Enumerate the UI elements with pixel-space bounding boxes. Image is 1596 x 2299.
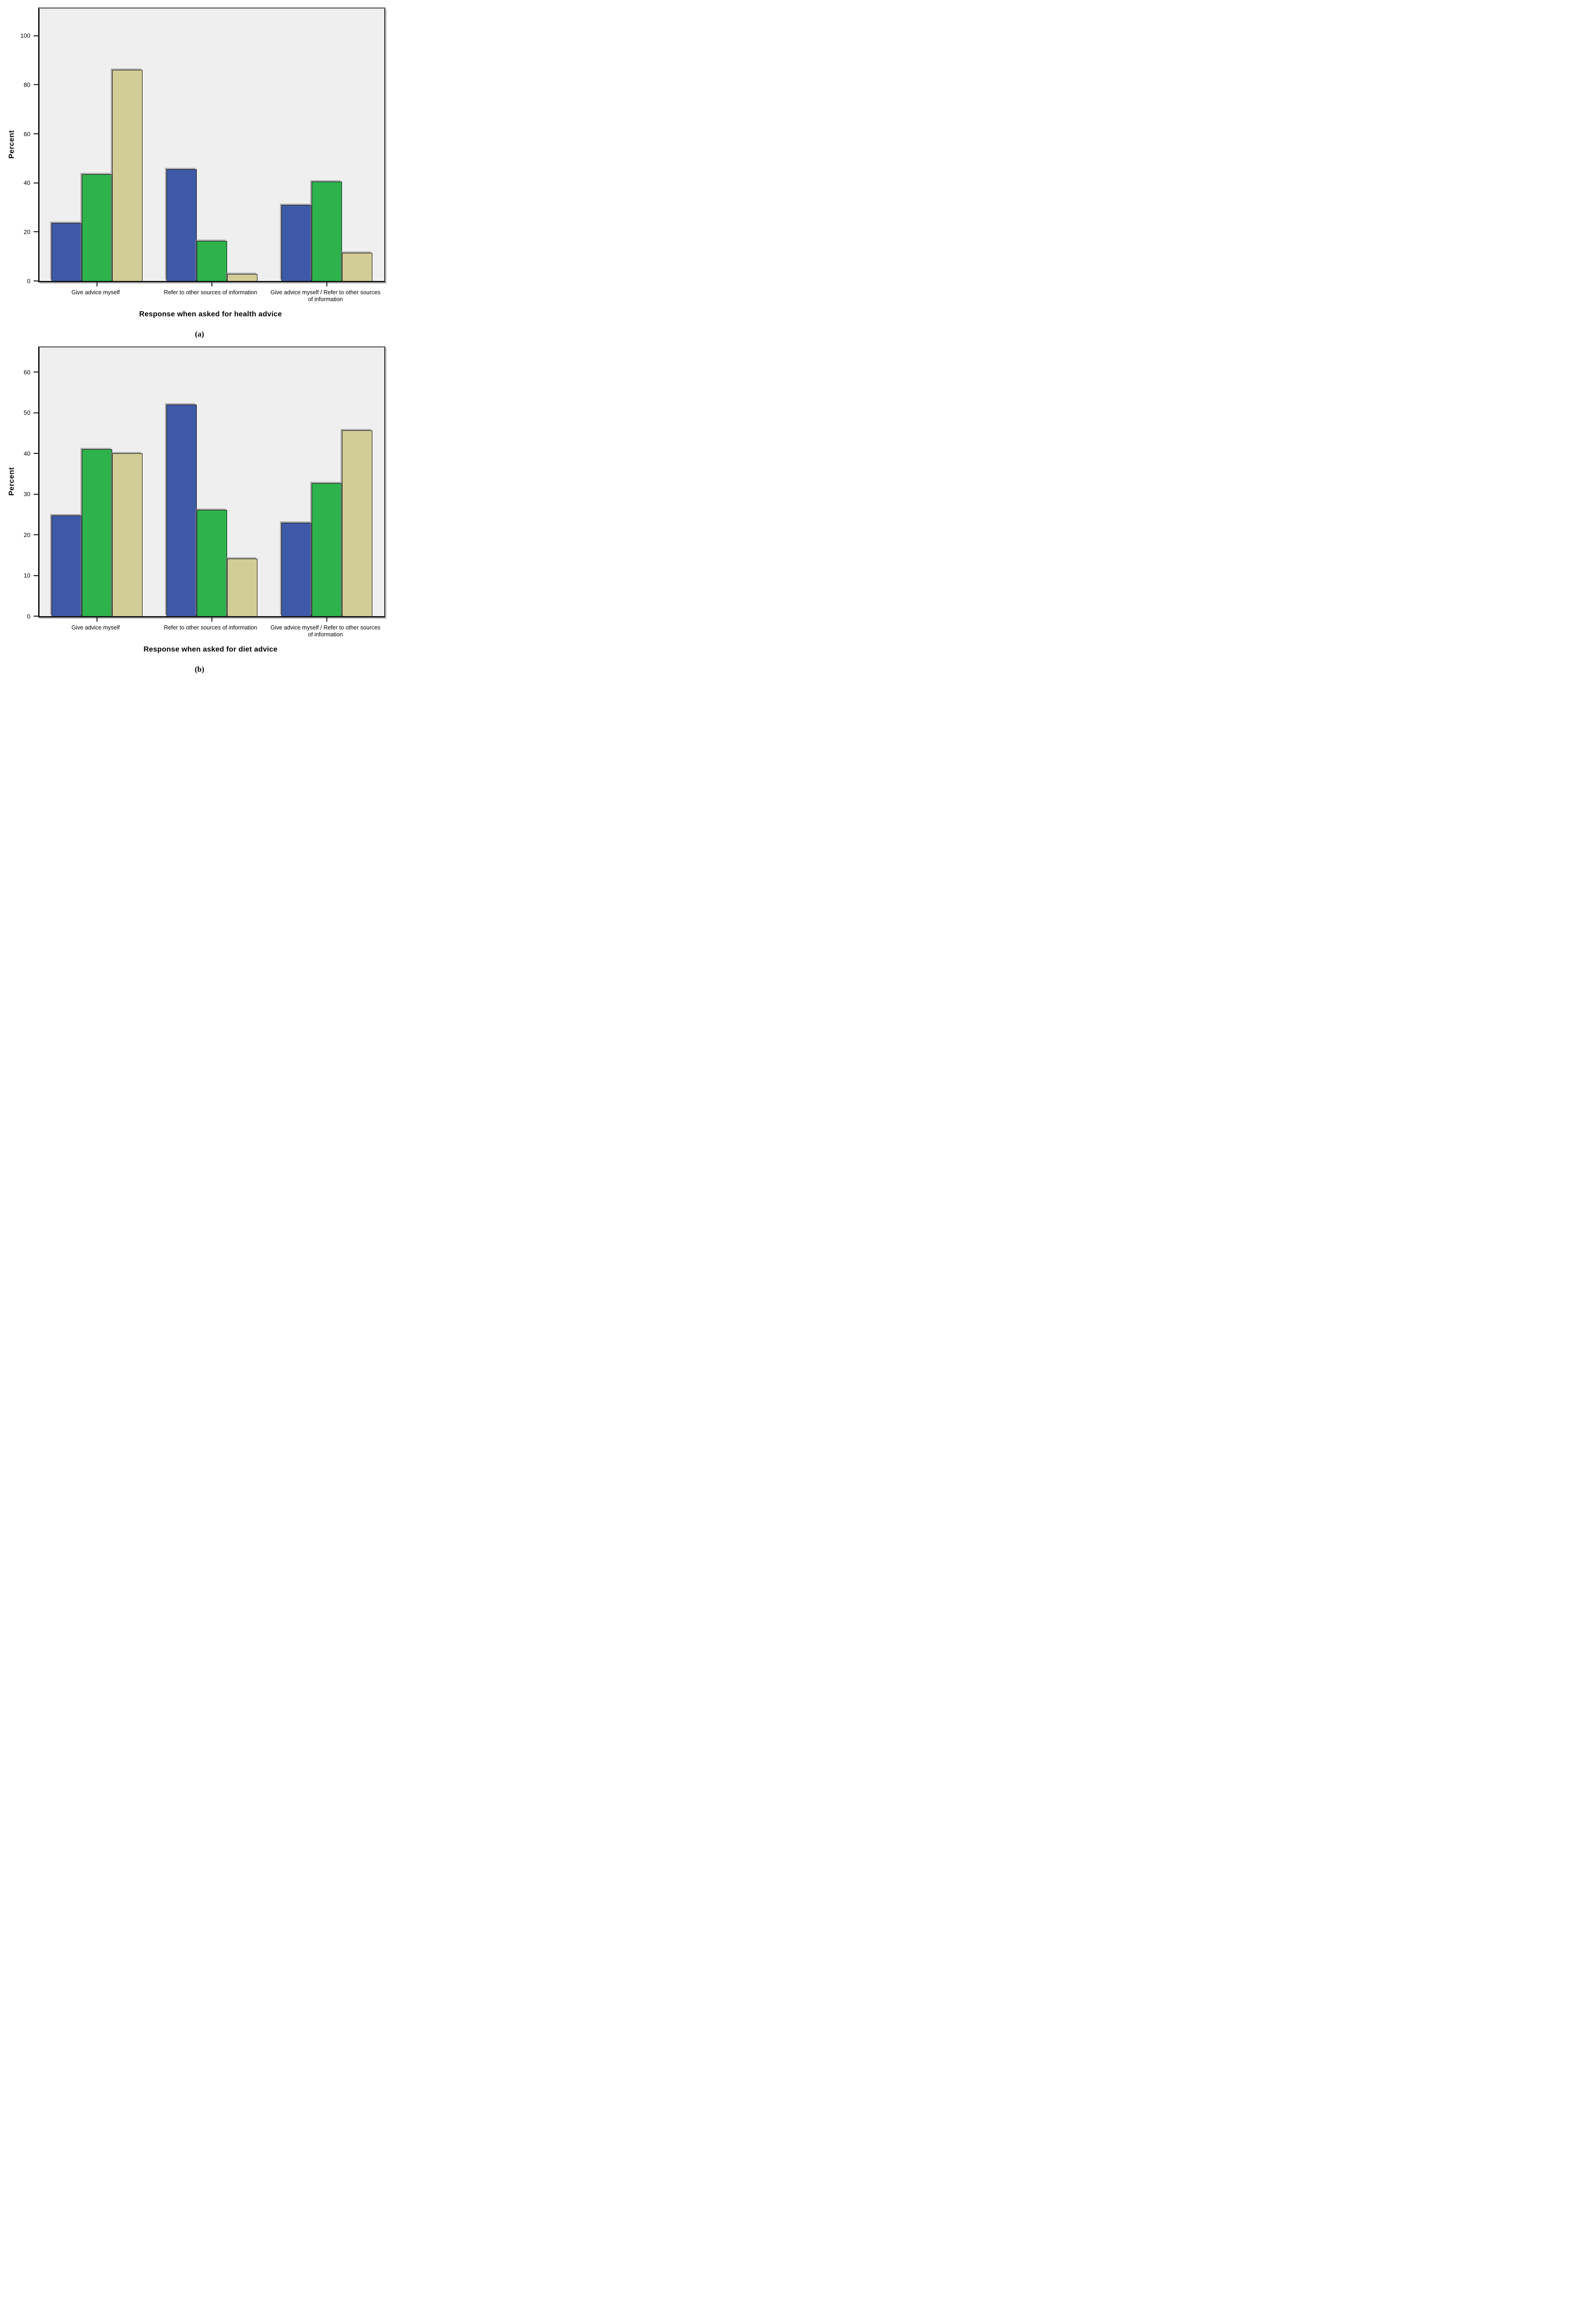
category-label: Refer to other sources of information (164, 624, 257, 631)
y-tick (34, 453, 38, 454)
category-tick (211, 282, 212, 286)
chart-b-plot-wrap: Percent 0 10 20 30 40 50 60 Give advice myself… (8, 346, 385, 654)
category-label: Give advice myself (71, 624, 120, 631)
category-tick (326, 618, 327, 622)
figure-page: Percent 0 20 40 60 80 100 Give advice myself R… (0, 0, 399, 674)
plot-area-a: 0 20 40 60 80 100 (20, 7, 385, 286)
caption-b: (b) (194, 665, 205, 674)
bar-a-blue-cat3 (281, 205, 312, 281)
bar-a-blue-cat2 (166, 169, 197, 281)
y-tick-label: 30 (23, 491, 30, 498)
y-tick (34, 493, 38, 495)
category-tick (326, 282, 327, 286)
bar-a-tan-cat1 (112, 70, 142, 281)
bar-a-green-cat2 (197, 241, 227, 281)
y-tick-label: 0 (27, 277, 30, 285)
category-tick (211, 618, 212, 622)
bar-b-tan-cat1 (112, 453, 142, 616)
bar-b-tan-cat2 (227, 559, 257, 616)
bar-b-green-cat3 (312, 483, 342, 616)
chart-b: Percent 0 10 20 30 40 50 60 Give advice myself… (0, 346, 399, 674)
bar-b-blue-cat2 (166, 404, 197, 616)
bar-b-blue-cat1 (51, 515, 82, 616)
y-tick (34, 575, 38, 576)
y-tick (34, 616, 38, 617)
y-tick (34, 35, 38, 36)
y-tick-label: 60 (23, 130, 30, 137)
bar-a-green-cat1 (82, 174, 112, 281)
y-tick-label: 80 (23, 81, 30, 88)
bar-b-tan-cat3 (342, 430, 372, 616)
x-axis-title-a: Response when asked for health advice (139, 310, 282, 318)
bar-b-green-cat1 (82, 449, 112, 616)
y-tick (34, 280, 38, 281)
bar-a-blue-cat1 (51, 223, 82, 281)
y-tick-label: 20 (23, 531, 30, 538)
x-axis-title-b: Response when asked for diet advice (143, 646, 278, 653)
category-label: Give advice myself / Refer to other sour… (270, 289, 381, 303)
caption-a: (a) (195, 330, 204, 338)
y-tick (34, 412, 38, 413)
chart-a: Percent 0 20 40 60 80 100 Give advice myself R… (0, 0, 399, 339)
y-tick-label: 60 (23, 368, 30, 376)
y-tick-label: 0 (27, 612, 30, 620)
y-tick (34, 534, 38, 536)
y-tick (34, 133, 38, 134)
y-tick-label: 10 (23, 572, 30, 579)
bar-a-green-cat3 (312, 182, 342, 281)
bar-a-tan-cat3 (342, 253, 372, 281)
category-label: Refer to other sources of information (164, 289, 257, 296)
y-axis-title-b: Percent (8, 467, 16, 496)
y-tick-label: 40 (23, 179, 30, 187)
y-tick-label: 100 (20, 32, 30, 40)
chart-a-plot-wrap: Percent 0 20 40 60 80 100 Give advice myself R… (8, 7, 385, 319)
category-label: Give advice myself (71, 289, 120, 296)
x-category-labels-a: Give advice myself Refer to other sources… (38, 289, 383, 303)
plot-area-b: 0 10 20 30 40 50 60 (24, 346, 385, 622)
category-label: Give advice myself / Refer to other sour… (270, 624, 381, 638)
bar-a-tan-cat2 (227, 274, 257, 281)
y-tick (34, 231, 38, 233)
y-tick-label: 50 (23, 409, 30, 417)
y-tick-label: 20 (23, 228, 30, 235)
bar-b-blue-cat3 (281, 522, 312, 616)
y-tick (34, 84, 38, 86)
y-tick-label: 40 (23, 450, 30, 457)
x-category-labels-b: Give advice myself Refer to other sources… (38, 624, 383, 638)
bar-b-green-cat2 (197, 510, 227, 616)
